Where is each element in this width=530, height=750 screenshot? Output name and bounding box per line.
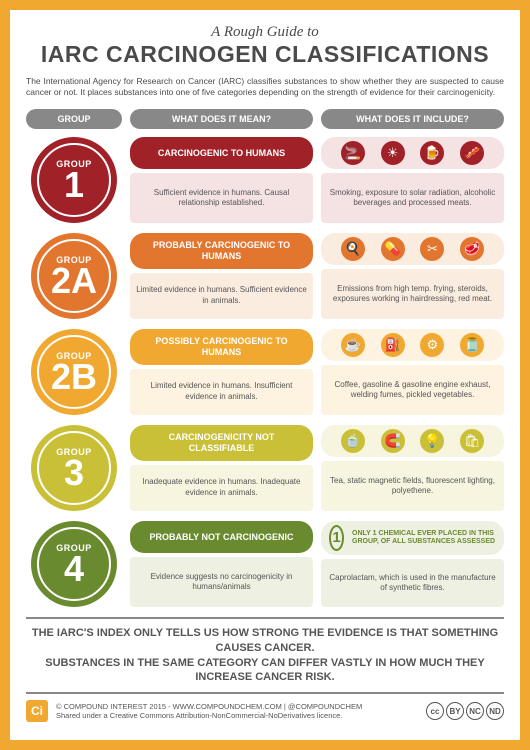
group-row-4: GROUP4 PROBABLY NOT CARCINOGENIC Evidence …	[26, 521, 504, 607]
meaning-text: Sufficient evidence in humans. Causal re…	[130, 173, 313, 223]
meaning-box: CARCINOGENIC TO HUMANS Sufficient evidenc…	[130, 137, 313, 223]
badge-wrap: GROUP4	[26, 521, 122, 607]
includes-text: Tea, static magnetic fields, fluorescent…	[321, 461, 504, 511]
example-icon: ☕	[341, 333, 365, 357]
group-badge: GROUP1	[31, 137, 117, 223]
col-meaning: WHAT DOES IT MEAN?	[130, 109, 313, 129]
group-badge: GROUP2B	[31, 329, 117, 415]
col-group: GROUP	[26, 109, 122, 129]
example-icon: 💡	[420, 429, 444, 453]
badge-wrap: GROUP3	[26, 425, 122, 511]
icons-row: 1 ONLY 1 CHEMICAL EVER PLACED IN THIS GRO…	[321, 521, 504, 555]
example-icon: ⚙	[420, 333, 444, 357]
badge-wrap: GROUP2B	[26, 329, 122, 415]
example-icon: ⛽	[381, 333, 405, 357]
example-icon: 🛍	[460, 429, 484, 453]
meaning-box: POSSIBLY CARCINOGENIC TO HUMANS Limited e…	[130, 329, 313, 415]
pretitle: A Rough Guide to	[26, 24, 504, 41]
column-headers: GROUP WHAT DOES IT MEAN? WHAT DOES IT IN…	[26, 109, 504, 129]
badge-number: 4	[64, 553, 84, 585]
badge-wrap: GROUP2A	[26, 233, 122, 319]
example-icon: 💊	[381, 237, 405, 261]
classification-pill: POSSIBLY CARCINOGENIC TO HUMANS	[130, 329, 313, 365]
cc-badge-BY: BY	[446, 702, 464, 720]
meaning-box: PROBABLY CARCINOGENIC TO HUMANS Limited e…	[130, 233, 313, 319]
credit-line-1: © COMPOUND INTEREST 2015 - WWW.COMPOUNDC…	[56, 702, 418, 712]
example-icon: 🍳	[341, 237, 365, 261]
meaning-box: PROBABLY NOT CARCINOGENIC Evidence sugges…	[130, 521, 313, 607]
group-badge: GROUP3	[31, 425, 117, 511]
group-row-2B: GROUP2B POSSIBLY CARCINOGENIC TO HUMANS Li…	[26, 329, 504, 415]
example-icon: ✂	[420, 237, 444, 261]
credits: Ci © COMPOUND INTEREST 2015 - WWW.COMPOU…	[26, 700, 504, 722]
badge-label: GROUP	[56, 255, 92, 265]
special-text: ONLY 1 CHEMICAL EVER PLACED IN THIS GROU…	[352, 530, 496, 547]
icons-row: 🍵 🧲 💡 🛍	[321, 425, 504, 457]
meaning-text: Limited evidence in humans. Insufficient…	[130, 369, 313, 415]
group-row-2A: GROUP2A PROBABLY CARCINOGENIC TO HUMANS Li…	[26, 233, 504, 319]
badge-label: GROUP	[56, 159, 92, 169]
badge-label: GROUP	[56, 351, 92, 361]
example-icon: 🫙	[460, 333, 484, 357]
group-row-1: GROUP1 CARCINOGENIC TO HUMANS Sufficient e…	[26, 137, 504, 223]
badge-number: 1	[64, 169, 84, 201]
example-icon: 🍵	[341, 429, 365, 453]
badge-wrap: GROUP1	[26, 137, 122, 223]
badge-number: 2A	[51, 265, 97, 297]
includes-text: Smoking, exposure to solar radiation, al…	[321, 173, 504, 223]
includes-text: Emissions from high temp. frying, steroi…	[321, 269, 504, 319]
classification-pill: PROBABLY CARCINOGENIC TO HUMANS	[130, 233, 313, 269]
special-number: 1	[329, 525, 344, 551]
includes-box: ☕ ⛽ ⚙ 🫙 Coffee, gasoline & gasoline engine e…	[321, 329, 504, 415]
group-badge: GROUP4	[31, 521, 117, 607]
icons-row: 🚬 ☀ 🍺 🥓	[321, 137, 504, 169]
icons-row: 🍳 💊 ✂ 🥩	[321, 233, 504, 265]
example-icon: 🍺	[420, 141, 444, 165]
intro-text: The International Agency for Research on…	[26, 76, 504, 99]
footer-line-2: SUBSTANCES IN THE SAME CATEGORY CAN DIFF…	[26, 656, 504, 686]
icons-row: ☕ ⛽ ⚙ 🫙	[321, 329, 504, 361]
badge-number: 2B	[51, 361, 97, 393]
includes-box: 🚬 ☀ 🍺 🥓 Smoking, exposure to solar radiation…	[321, 137, 504, 223]
cc-badges: ccBYNCND	[426, 702, 504, 720]
footer-note: THE IARC'S INDEX ONLY TELLS US HOW STRON…	[26, 617, 504, 694]
footer-line-1: THE IARC'S INDEX ONLY TELLS US HOW STRON…	[26, 626, 504, 656]
title: IARC CARCINOGEN CLASSIFICATIONS	[26, 41, 504, 68]
classification-pill: CARCINOGENICITY NOT CLASSIFIABLE	[130, 425, 313, 461]
includes-box: 🍵 🧲 💡 🛍 Tea, static magnetic fields, fluores…	[321, 425, 504, 511]
cc-badge-cc: cc	[426, 702, 444, 720]
meaning-text: Evidence suggests no carcinogenicity in …	[130, 557, 313, 607]
cc-badge-ND: ND	[486, 702, 504, 720]
col-includes: WHAT DOES IT INCLUDE?	[321, 109, 504, 129]
example-icon: 🚬	[341, 141, 365, 165]
example-icon: 🥩	[460, 237, 484, 261]
example-icon: ☀	[381, 141, 405, 165]
example-icon: 🧲	[381, 429, 405, 453]
credit-line-2: Shared under a Creative Commons Attribut…	[56, 711, 418, 721]
credit-text: © COMPOUND INTEREST 2015 - WWW.COMPOUNDC…	[56, 702, 418, 722]
cc-badge-NC: NC	[466, 702, 484, 720]
group-row-3: GROUP3 CARCINOGENICITY NOT CLASSIFIABLE In…	[26, 425, 504, 511]
classification-pill: PROBABLY NOT CARCINOGENIC	[130, 521, 313, 553]
badge-number: 3	[64, 457, 84, 489]
includes-box: 1 ONLY 1 CHEMICAL EVER PLACED IN THIS GRO…	[321, 521, 504, 607]
page: A Rough Guide to IARC CARCINOGEN CLASSIF…	[10, 10, 520, 740]
meaning-box: CARCINOGENICITY NOT CLASSIFIABLE Inadequa…	[130, 425, 313, 511]
ci-logo: Ci	[26, 700, 48, 722]
includes-text: Caprolactam, which is used in the manufa…	[321, 559, 504, 607]
meaning-text: Inadequate evidence in humans. Inadequat…	[130, 465, 313, 511]
meaning-text: Limited evidence in humans. Sufficient e…	[130, 273, 313, 319]
group-badge: GROUP2A	[31, 233, 117, 319]
badge-label: GROUP	[56, 543, 92, 553]
classification-pill: CARCINOGENIC TO HUMANS	[130, 137, 313, 169]
outer-frame: A Rough Guide to IARC CARCINOGEN CLASSIF…	[0, 0, 530, 750]
includes-box: 🍳 💊 ✂ 🥩 Emissions from high temp. frying, st…	[321, 233, 504, 319]
includes-text: Coffee, gasoline & gasoline engine exhau…	[321, 365, 504, 415]
example-icon: 🥓	[460, 141, 484, 165]
badge-label: GROUP	[56, 447, 92, 457]
